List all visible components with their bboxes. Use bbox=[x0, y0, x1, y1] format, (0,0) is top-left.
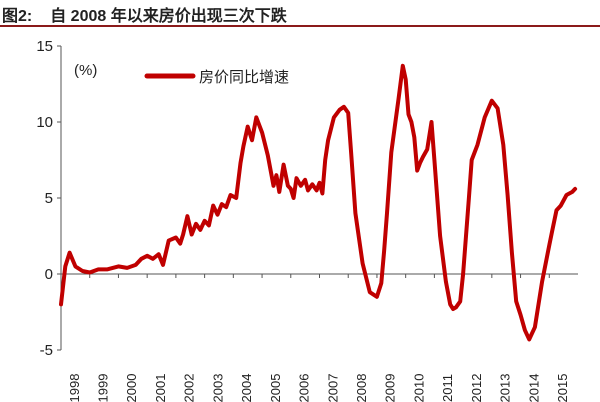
figure-title: 图2: 自 2008 年以来房价出现三次下跌 bbox=[2, 2, 287, 26]
x-tick-label: 1998 bbox=[67, 374, 82, 402]
x-tick-label: 2000 bbox=[124, 374, 139, 402]
x-tick-label: 2012 bbox=[469, 374, 484, 402]
x-tick-label: 2008 bbox=[354, 374, 369, 402]
figure-number: 图2: bbox=[2, 8, 33, 25]
series-line bbox=[59, 63, 578, 342]
title-rule bbox=[0, 25, 600, 27]
x-tick-label: 2005 bbox=[268, 374, 283, 402]
x-tick-label: 2015 bbox=[555, 374, 570, 402]
x-tick-labels: 1998 1999 2000 2001 2002 2003 2004 2005 2006 2007… bbox=[67, 374, 570, 402]
y-tick-label: 15 bbox=[36, 38, 53, 55]
x-tick-label: 2004 bbox=[239, 374, 254, 402]
series-group bbox=[59, 63, 578, 342]
legend[interactable]: 房价同比增速 bbox=[144, 68, 289, 86]
y-tick-label: 10 bbox=[36, 114, 53, 131]
x-tick-label: 2011 bbox=[440, 374, 455, 402]
y-tick-labels: -5 0 5 10 15 bbox=[36, 38, 53, 359]
x-tick-label: 2014 bbox=[526, 374, 541, 402]
figure-title-text: 自 2008 年以来房价出现三次下跌 bbox=[50, 8, 287, 25]
x-tick-label: 2001 bbox=[153, 374, 168, 402]
x-tick-label: 1999 bbox=[96, 374, 111, 402]
y-tick-label: 0 bbox=[45, 266, 53, 283]
legend-label: 房价同比增速 bbox=[199, 68, 289, 86]
chart-axes bbox=[57, 45, 578, 351]
x-tick-label: 2002 bbox=[182, 374, 197, 402]
x-tick-label: 2007 bbox=[325, 374, 340, 402]
y-tick-label: -5 bbox=[40, 342, 53, 359]
x-tick-label: 2013 bbox=[498, 374, 513, 402]
x-tick-label: 2003 bbox=[210, 374, 225, 402]
x-tick-label: 2009 bbox=[383, 374, 398, 402]
x-tick-label: 2010 bbox=[411, 374, 426, 402]
y-tick-label: 5 bbox=[45, 190, 53, 207]
unit-label: (%) bbox=[74, 62, 97, 79]
x-tick-label: 2006 bbox=[297, 374, 312, 402]
